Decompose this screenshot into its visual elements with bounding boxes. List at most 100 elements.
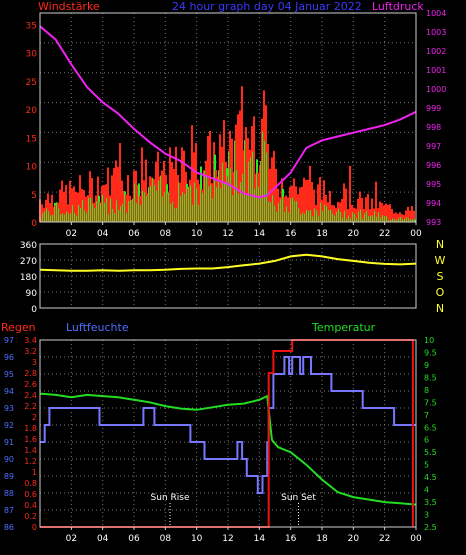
temperature-y-tick-label: 2.5 [424,523,437,532]
rain-y-tick-label: 0.8 [24,479,37,488]
rain-y-tick-label: 1 [32,468,37,477]
temperature-y-tick-label: 4.5 [424,473,437,482]
rain-y-tick-label: 1.6 [24,435,37,444]
direction-y-tick-label: 90 [26,289,38,299]
temperature-y-tick-label: 6 [424,436,429,445]
wind-x-tick-label: 08 [160,229,172,239]
pressure-axis-title: Luftdruck [372,0,424,13]
climate-x-tick-label: 18 [316,534,328,544]
wind-direction-line [39,253,417,272]
wind-y-tick-label: 20 [26,106,38,116]
direction-panel-frame [39,243,417,309]
temperature-y-tick-label: 9.5 [424,348,437,357]
chart-layer: 0510152025303599399499599699799899910001… [4,9,447,544]
humidity-y-tick-label: 91 [4,438,14,447]
climate-x-tick-label: 04 [97,534,109,544]
wind-x-tick-label: 12 [222,229,233,239]
wind-y-tick-label: 35 [26,21,37,31]
sun-annotation-label: Sun Rise [151,493,190,503]
wind-y-tick-label: 0 [31,219,37,229]
temperature-axis-title: Temperatur [311,321,376,334]
rain-y-tick-label: 1.2 [24,457,37,466]
compass-label: N [436,238,444,251]
temperature-line [39,392,417,506]
sun-annotation-label: Sun Set [281,493,316,503]
temperature-y-tick-label: 7 [424,411,429,420]
climate-x-tick-label: 02 [66,534,77,544]
humidity-y-tick-label: 89 [4,472,14,481]
pressure-y-tick-label: 1002 [426,47,446,56]
climate-x-tick-label: 06 [128,534,140,544]
wind-x-tick-label: 00 [410,229,422,239]
rain-y-tick-label: 3 [32,358,37,367]
temperature-y-tick-label: 3 [424,511,429,520]
wind-x-tick-label: 22 [379,229,390,239]
climate-x-tick-label: 14 [254,534,266,544]
temperature-y-tick-label: 3.5 [424,498,437,507]
humidity-y-tick-label: 93 [4,404,14,413]
humidity-y-tick-label: 96 [4,353,14,362]
rain-y-tick-label: 0.6 [24,490,37,499]
direction-y-tick-label: 180 [20,273,37,283]
temperature-y-tick-label: 8 [424,386,429,395]
pressure-y-tick-label: 1000 [426,85,446,94]
rain-y-tick-label: 2.2 [24,402,37,411]
climate-x-tick-label: 16 [285,534,297,544]
humidity-y-tick-label: 87 [4,506,14,515]
direction-y-tick-label: 270 [20,257,37,267]
compass-label: N [436,302,444,315]
wind-y-tick-label: 25 [26,78,37,88]
pressure-y-tick-label: 1004 [426,9,446,18]
pressure-y-tick-label: 997 [426,142,441,151]
temperature-y-tick-label: 8.5 [424,373,437,382]
climate-x-tick-label: 22 [379,534,390,544]
pressure-y-tick-label: 1003 [426,28,446,37]
rain-y-tick-label: 2 [32,413,37,422]
wind-y-tick-label: 5 [31,191,37,201]
humidity-y-tick-label: 94 [4,387,14,396]
temperature-y-tick-label: 10 [424,336,434,345]
humidity-y-tick-label: 90 [4,455,14,464]
temperature-y-tick-label: 7.5 [424,398,437,407]
wind-x-tick-label: 04 [97,229,109,239]
rain-y-tick-label: 3.4 [24,336,37,345]
pressure-y-tick-label: 998 [426,123,441,132]
humidity-y-tick-label: 97 [4,336,14,345]
climate-x-tick-label: 20 [348,534,360,544]
rain-y-tick-label: 1.8 [24,424,37,433]
wind-x-tick-label: 14 [254,229,266,239]
wind-y-tick-label: 10 [26,163,38,173]
wind-x-tick-label: 06 [128,229,140,239]
humidity-y-tick-label: 88 [4,489,14,498]
wind-x-tick-label: 02 [66,229,77,239]
pressure-y-tick-label: 1001 [426,66,446,75]
temperature-y-tick-label: 4 [424,486,429,495]
rain-y-tick-label: 3.2 [24,347,37,356]
climate-x-tick-label: 12 [222,534,233,544]
humidity-line [40,356,416,494]
temperature-y-tick-label: 6.5 [424,423,437,432]
wind-x-tick-label: 16 [285,229,297,239]
climate-x-tick-label: 10 [191,534,203,544]
climate-x-tick-label: 00 [410,534,422,544]
humidity-y-tick-label: 92 [4,421,14,430]
temperature-y-tick-label: 9 [424,361,429,370]
direction-y-tick-label: 0 [31,305,37,315]
wind-x-tick-label: 20 [348,229,360,239]
compass-label: O [436,286,445,299]
pressure-y-tick-label: 994 [426,199,441,208]
direction-y-tick-label: 360 [20,241,37,251]
pressure-y-tick-label: 996 [426,161,441,170]
rain-y-tick-label: 0.4 [24,501,37,510]
humidity-y-tick-label: 95 [4,370,14,379]
rain-axis-title: Regen [1,321,36,334]
humidity-axis-title: Luftfeuchte [66,321,129,334]
wind-y-tick-label: 30 [26,50,38,60]
rain-y-tick-label: 2.8 [24,369,37,378]
pressure-y-tick-label: 999 [426,104,441,113]
graph-title: 24 hour graph day 04 Januar 2022 [172,0,362,13]
climate-x-tick-label: 08 [160,534,172,544]
rain-y-tick-label: 1.4 [24,446,37,455]
rain-y-tick-label: 0 [32,523,37,532]
